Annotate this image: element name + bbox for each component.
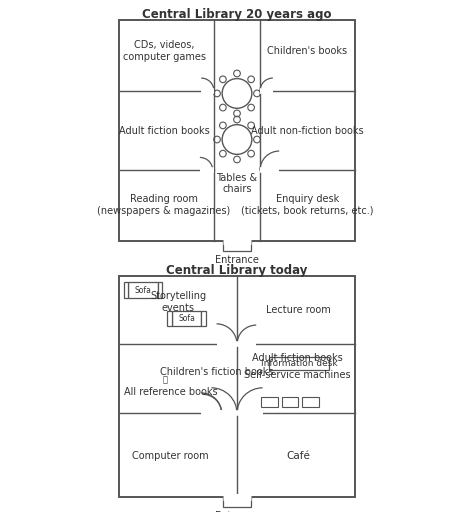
Bar (158, 283, 162, 298)
Text: Self-service machines: Self-service machines (244, 370, 350, 380)
Bar (302, 397, 319, 407)
Text: Lecture room: Lecture room (266, 305, 331, 315)
Text: ⤣: ⤣ (163, 376, 168, 385)
Bar (201, 310, 206, 327)
Bar (282, 397, 299, 407)
Text: Entrance: Entrance (215, 511, 259, 512)
Text: Reading room
(newspapers & magazines): Reading room (newspapers & magazines) (98, 194, 231, 216)
Text: CDs, videos,
computer games: CDs, videos, computer games (123, 40, 206, 62)
Text: Children's books: Children's books (267, 46, 347, 56)
Text: Central Library today: Central Library today (166, 264, 308, 276)
Text: Computer room: Computer room (132, 451, 209, 461)
Text: Sofa: Sofa (178, 314, 195, 323)
Text: Enquiry desk
(tickets, book returns, etc.): Enquiry desk (tickets, book returns, etc… (241, 194, 374, 216)
Bar (223, 497, 251, 507)
Text: Storytelling
events: Storytelling events (150, 291, 206, 313)
Bar (119, 276, 355, 497)
Bar (261, 397, 278, 407)
Text: Information desk: Information desk (261, 359, 337, 368)
Text: Entrance: Entrance (215, 255, 259, 265)
Text: Adult fiction books: Adult fiction books (118, 125, 210, 136)
Text: All reference books: All reference books (124, 387, 217, 397)
Bar (124, 283, 128, 298)
Bar (119, 20, 355, 241)
Bar (269, 356, 329, 370)
Text: Sofa: Sofa (135, 286, 151, 295)
Bar (172, 310, 201, 327)
Bar (223, 241, 251, 251)
Text: Adult non-fiction books: Adult non-fiction books (251, 125, 364, 136)
Text: Central Library 20 years ago: Central Library 20 years ago (142, 8, 332, 20)
Bar (167, 310, 172, 327)
Text: Café: Café (286, 451, 310, 461)
Text: Adult fiction books: Adult fiction books (252, 353, 343, 364)
Text: Children's fiction books: Children's fiction books (160, 368, 273, 377)
Text: Tables &
chairs: Tables & chairs (217, 173, 257, 195)
Bar (128, 283, 158, 298)
